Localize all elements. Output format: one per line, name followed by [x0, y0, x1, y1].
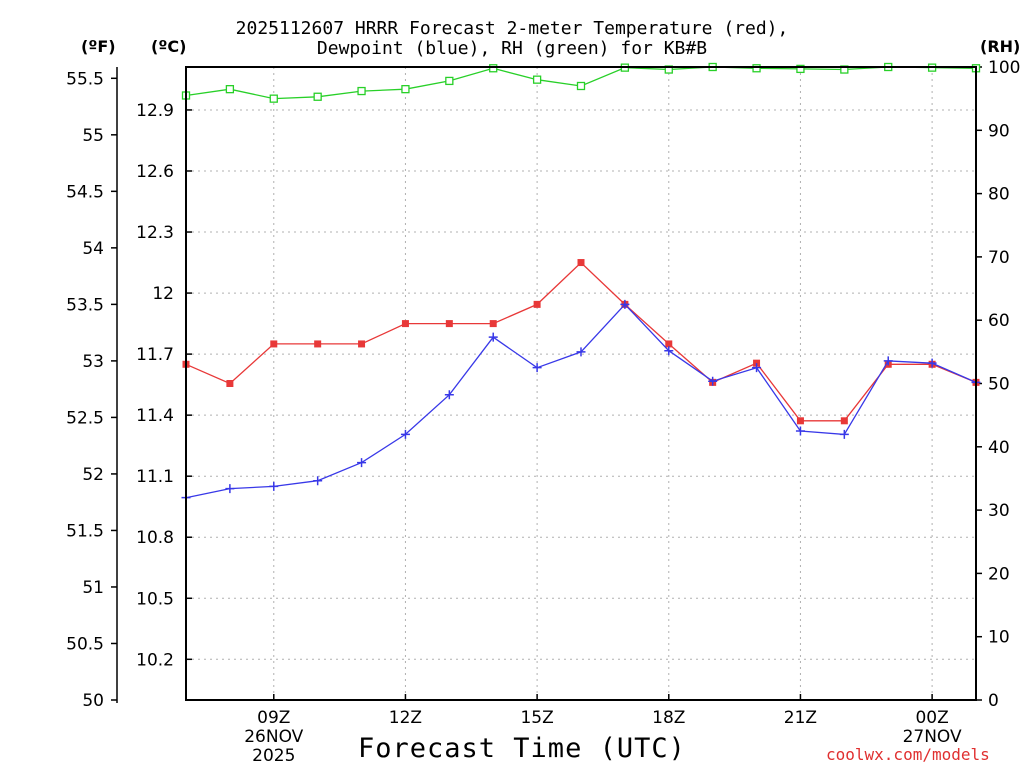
celsius-tick-label: 12.3 [136, 223, 174, 243]
temperature-point [314, 340, 322, 348]
rh-point [225, 85, 235, 94]
rh-tick-label: 10 [988, 628, 1010, 648]
fahrenheit-axis: 50 50.5 51 51.5 52 52.5 53 53.5 54 54.5 55 55.5 [66, 67, 118, 711]
rh-point [313, 92, 322, 101]
fahrenheit-tick-label: 51.5 [66, 521, 104, 541]
temperature-point [840, 417, 848, 425]
celsius-tick-label: 12 [152, 284, 174, 304]
fahrenheit-tick-label: 51 [82, 578, 104, 598]
rh-point [401, 85, 410, 94]
rh-tick-label: 30 [988, 501, 1010, 521]
temperature-point [796, 417, 804, 425]
dewpoint-point [795, 426, 805, 436]
time-tick-label: 21Z [784, 708, 817, 728]
rh-unit-label: (RH) [980, 37, 1021, 56]
temperature-point [489, 320, 497, 328]
dewpoint-point [400, 429, 410, 439]
temperature-point [665, 340, 673, 348]
rh-tick-label: 60 [988, 311, 1010, 331]
time-tick-label: 12Z [389, 708, 422, 728]
fahrenheit-unit-label: (ºF) [81, 37, 116, 56]
temperature-point [533, 300, 541, 308]
rh-tick-label: 90 [988, 121, 1010, 141]
rh-tick-label: 80 [988, 185, 1010, 205]
time-year-label: 2025 [252, 746, 295, 766]
dewpoint-point [620, 299, 630, 309]
time-tick-label: 18Z [652, 708, 685, 728]
plot-background [186, 67, 976, 700]
temperature-point [226, 380, 234, 387]
dewpoint-point [488, 332, 498, 342]
celsius-tick-label: 11.7 [136, 345, 174, 365]
rh-point [357, 86, 366, 96]
fahrenheit-tick-label: 54.5 [66, 182, 104, 202]
chart-title-line1: 2025112607 HRRR Forecast 2-meter Tempera… [235, 18, 789, 39]
rh-tick-label: 20 [988, 564, 1010, 584]
rh-tick-label: 40 [988, 438, 1010, 458]
time-date-label: 27NOV [903, 727, 962, 747]
temperature-point [358, 340, 366, 348]
dewpoint-point [883, 356, 893, 366]
rh-tick-label: 0 [988, 691, 999, 711]
dewpoint-point [576, 347, 586, 357]
fahrenheit-tick-label: 52 [82, 465, 104, 485]
dewpoint-point [444, 390, 454, 400]
plot-frame [185, 66, 977, 701]
rh-point [445, 76, 454, 86]
temperature-point [270, 340, 278, 348]
celsius-tick-label: 10.8 [136, 528, 174, 548]
time-tick-label: 00Z [915, 708, 948, 728]
x-axis-title: Forecast Time (UTC) [358, 733, 686, 764]
rh-point [796, 64, 805, 74]
celsius-axis: 10.2 10.5 10.8 11.1 11.4 11.7 12 12.3 12.6 12.9 [136, 101, 192, 670]
dewpoint-point [532, 363, 542, 373]
rh-point [489, 64, 498, 73]
celsius-tick-label: 10.5 [136, 589, 174, 609]
dewpoint-point [927, 358, 937, 368]
fahrenheit-tick-label: 53 [82, 352, 104, 372]
fahrenheit-tick-label: 55.5 [66, 69, 104, 89]
rh-tick-label: 100 [988, 58, 1020, 78]
fahrenheit-tick-label: 50 [82, 691, 104, 711]
rh-point [752, 64, 761, 73]
time-tick-label: 09Z [257, 708, 290, 728]
dewpoint-point [269, 481, 279, 491]
fahrenheit-tick-label: 54 [82, 239, 104, 259]
chart-title-line2: Dewpoint (blue), RH (green) for KB#B [316, 38, 708, 59]
dewpoint-point [313, 476, 323, 486]
celsius-tick-label: 12.6 [136, 162, 174, 182]
dewpoint-point [664, 346, 674, 356]
rh-point [269, 94, 278, 103]
temperature-point [445, 320, 453, 328]
rh-axis: 0 10 20 30 40 50 60 70 80 90 100 [976, 58, 1020, 711]
dewpoint-point [708, 376, 718, 386]
rh-tick-label: 70 [988, 248, 1010, 268]
fahrenheit-tick-label: 52.5 [66, 408, 104, 428]
time-date-label: 26NOV [244, 727, 303, 747]
credit-link[interactable]: coolwx.com/models [826, 745, 990, 764]
temperature-point [753, 359, 761, 367]
dewpoint-point [839, 429, 849, 439]
fahrenheit-tick-label: 50.5 [66, 634, 104, 654]
dewpoint-point [225, 484, 235, 494]
temperature-point [577, 259, 585, 267]
celsius-tick-label: 11.4 [136, 406, 174, 426]
dewpoint-point [752, 363, 762, 373]
celsius-tick-label: 11.1 [136, 467, 174, 487]
fahrenheit-tick-label: 55 [82, 126, 104, 146]
celsius-unit-label: (ºC) [151, 37, 187, 56]
fahrenheit-tick-label: 53.5 [66, 295, 104, 315]
celsius-tick-label: 10.2 [136, 650, 174, 670]
time-tick-label: 15Z [520, 708, 553, 728]
rh-tick-label: 50 [988, 375, 1010, 395]
temperature-point [401, 320, 409, 328]
celsius-tick-label: 12.9 [136, 101, 174, 121]
dewpoint-point [357, 458, 367, 468]
rh-point [576, 81, 586, 91]
rh-point [532, 75, 542, 84]
